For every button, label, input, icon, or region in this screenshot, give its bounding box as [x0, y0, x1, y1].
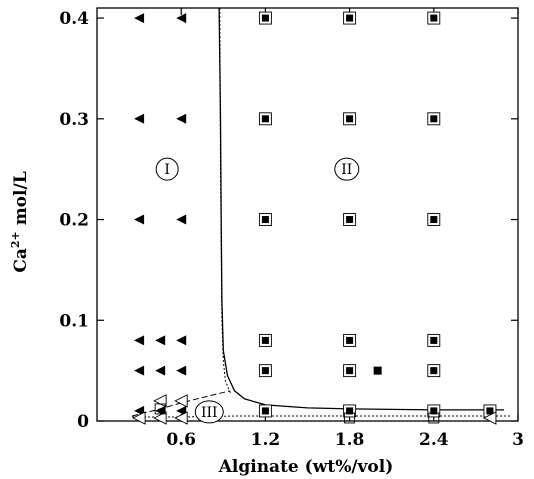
- boundary-solid-line: [218, 7, 504, 411]
- open-triangle-point: [174, 411, 188, 425]
- square-in-square-point: [427, 333, 441, 347]
- x-tick-label: 0.6: [166, 430, 196, 450]
- filled-triangle-point: [134, 214, 145, 225]
- filled-triangle-point: [176, 214, 187, 225]
- phase-boundaries: [131, 7, 511, 418]
- square-in-square-point: [258, 364, 272, 378]
- square-in-square-point: [258, 333, 272, 347]
- x-tick-label: 3: [512, 430, 524, 450]
- inner-square: [430, 216, 438, 224]
- y-axis-label-sup: 2+: [9, 231, 22, 248]
- inner-square: [486, 407, 494, 415]
- square-in-square-point: [427, 404, 441, 418]
- x-tick-label: 1.8: [335, 430, 365, 450]
- square-in-square-point: [427, 11, 441, 25]
- open-triangle-point: [482, 411, 497, 425]
- inner-square: [346, 336, 354, 344]
- square-in-square-point: [258, 404, 272, 418]
- square-in-square-point: [343, 213, 357, 226]
- square-in-square-point: [258, 11, 272, 25]
- square-in-square-point: [427, 213, 441, 226]
- inner-square: [346, 14, 354, 22]
- y-tick-label: 0.4: [59, 9, 89, 29]
- filled-triangle-point: [176, 13, 187, 24]
- filled-triangle-point: [134, 13, 145, 24]
- square-in-square-point: [343, 364, 357, 378]
- plot-border: [96, 7, 519, 422]
- y-tick-label: 0: [77, 412, 89, 432]
- square-in-square-point: [343, 11, 357, 25]
- y-tick-label: 0.2: [59, 211, 89, 231]
- inner-square: [430, 367, 438, 375]
- axis-ticks: 0.6 1.2 1.8 2.4 3 0 0.1 0.2 0.3 0.4: [59, 8, 524, 450]
- square-in-square-point: [343, 404, 357, 418]
- open-triangle-point: [132, 411, 146, 425]
- open-triangle-point: [174, 394, 188, 408]
- inner-square: [261, 115, 269, 123]
- region-circle: [334, 157, 360, 181]
- inner-square: [261, 336, 269, 344]
- open-square-point: [428, 412, 440, 424]
- region-numeral: II: [341, 162, 352, 178]
- inner-square: [430, 115, 438, 123]
- boundary-dotted-vertical-line: [219, 7, 231, 393]
- open-square-point: [154, 403, 166, 415]
- filled-triangle-point: [155, 335, 166, 346]
- inner-square: [261, 367, 269, 375]
- y-axis-label-rest: mol/L: [11, 171, 31, 231]
- inner-square: [346, 407, 354, 415]
- region-label-iii: III: [194, 400, 224, 424]
- y-tick-label: 0.1: [59, 311, 89, 331]
- open-triangle-point: [153, 394, 167, 408]
- inner-square: [346, 216, 354, 224]
- inner-square: [261, 14, 269, 22]
- region-label-i: I: [155, 157, 179, 181]
- region-circle: [155, 157, 179, 181]
- filled-triangle-point: [176, 335, 187, 346]
- square-in-square-point: [343, 333, 357, 347]
- square-in-square-point: [427, 364, 441, 378]
- filled-triangle-point: [176, 365, 187, 376]
- inner-square: [346, 367, 354, 375]
- filled-triangle-point: [155, 365, 166, 376]
- square-in-square-point: [258, 213, 272, 226]
- data-points: [132, 11, 497, 425]
- square-in-square-point: [258, 112, 272, 126]
- filled-triangle-point: [134, 113, 145, 124]
- square-in-square-point: [427, 112, 441, 126]
- region-numeral: III: [201, 405, 218, 421]
- inner-square: [430, 14, 438, 22]
- inner-square: [430, 407, 438, 415]
- x-tick-label: 1.2: [251, 430, 281, 450]
- open-square-point: [344, 412, 356, 424]
- y-axis-label: Ca2+ mol/L: [9, 171, 31, 272]
- filled-triangle-point: [134, 335, 145, 346]
- region-circle: [194, 400, 224, 424]
- y-tick-label: 0.3: [59, 110, 89, 130]
- boundary-dotted-horizontal-line: [132, 415, 511, 418]
- y-axis-label-main: Ca: [11, 248, 31, 273]
- x-axis-label: Alginate (wt%/vol): [218, 457, 394, 477]
- inner-square: [261, 216, 269, 224]
- inner-square: [346, 115, 354, 123]
- open-triangle-point: [153, 411, 167, 425]
- x-tick-label: 2.4: [419, 430, 449, 450]
- filled-triangle-point: [176, 113, 187, 124]
- filled-triangle-point: [134, 365, 145, 376]
- region-label-ii: II: [334, 157, 360, 181]
- inner-square: [430, 336, 438, 344]
- region-numeral: I: [164, 162, 170, 178]
- filled-square-point: [373, 366, 382, 375]
- square-in-square-point: [343, 112, 357, 126]
- inner-square: [261, 407, 269, 415]
- plot-frame: [96, 7, 519, 422]
